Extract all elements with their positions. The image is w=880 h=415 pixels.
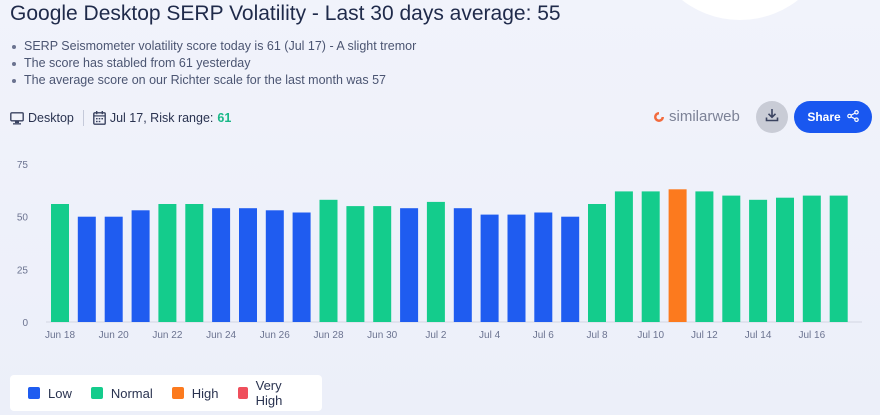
bar-jun-24[interactable] <box>212 208 231 322</box>
x-tick-label: Jun 22 <box>152 330 182 341</box>
y-tick-label: 75 <box>17 160 29 171</box>
legend-swatch-normal <box>90 387 103 399</box>
share-label: Share <box>807 110 841 124</box>
summary-item: The score has stabled from 61 yesterday <box>12 55 416 72</box>
download-icon <box>764 107 780 128</box>
x-tick-label: Jul 12 <box>691 330 718 341</box>
toolbar-divider <box>82 110 84 126</box>
summary-list: SERP Seismometer volatility score today … <box>12 38 416 89</box>
brand-name: similarweb <box>669 108 740 125</box>
bar-jul-9[interactable] <box>614 191 633 322</box>
summary-item: The average score on our Richter scale f… <box>12 72 416 89</box>
bar-jun-27[interactable] <box>292 212 311 323</box>
similarweb-logo: similarweb <box>653 108 740 125</box>
bar-jul-11[interactable] <box>668 189 687 322</box>
x-tick-label: Jul 16 <box>798 330 825 341</box>
page-title: Google Desktop SERP Volatility - Last 30… <box>10 2 561 25</box>
legend-swatch-high <box>171 387 184 399</box>
share-button[interactable]: Share <box>794 101 872 133</box>
legend-item-very-high[interactable]: Very High <box>237 378 303 408</box>
bar-jun-23[interactable] <box>185 204 204 322</box>
bar-jul-16[interactable] <box>802 195 821 322</box>
device-label[interactable]: Desktop <box>28 111 74 125</box>
bar-jun-29[interactable] <box>346 206 365 322</box>
bar-jul-15[interactable] <box>776 197 794 322</box>
monitor-icon <box>10 111 24 125</box>
bar-jul-5[interactable] <box>507 214 526 322</box>
volatility-bar-chart: 0 25 50 75 Jun 18 Jun 20 Jun 22 Jun 24 Jun 26 Jun… <box>17 160 862 341</box>
similarweb-logo-icon <box>653 111 665 123</box>
bar-jul-17[interactable] <box>829 195 848 322</box>
bar-jul-13[interactable] <box>722 195 741 322</box>
bar-jun-20[interactable] <box>104 216 123 322</box>
legend-swatch-very-high <box>237 387 248 399</box>
x-tick-label: Jun 28 <box>313 330 343 341</box>
bar-jul-3[interactable] <box>453 208 472 322</box>
summary-item: SERP Seismometer volatility score today … <box>12 38 416 55</box>
bar-jun-18[interactable] <box>51 204 69 322</box>
risk-value: 61 <box>217 111 232 125</box>
x-tick-label: Jun 20 <box>99 330 129 341</box>
bar-jun-21[interactable] <box>131 210 150 322</box>
bar-jul-6[interactable] <box>534 212 553 323</box>
y-tick-label: 0 <box>22 318 28 329</box>
calendar-icon <box>92 111 106 125</box>
bar-jun-26[interactable] <box>265 210 284 322</box>
x-tick-label: Jul 10 <box>637 330 664 341</box>
x-tick-label: Jun 26 <box>260 330 290 341</box>
bar-jul-8[interactable] <box>588 204 606 322</box>
x-tick-label: Jul 14 <box>745 330 772 341</box>
bar-jul-10[interactable] <box>641 191 660 322</box>
x-tick-label: Jul 6 <box>533 330 555 341</box>
x-tick-label: Jul 8 <box>586 330 608 341</box>
bar-jun-30[interactable] <box>373 206 392 322</box>
legend-label-very-high: Very High <box>255 378 283 408</box>
legend-item-high[interactable]: High <box>171 385 219 401</box>
legend-item-low[interactable]: Low <box>28 386 72 401</box>
y-tick-label: 25 <box>17 265 29 276</box>
x-tick-label: Jun 30 <box>367 330 397 341</box>
legend-label-low: Low <box>48 385 72 401</box>
bar-jul-7[interactable] <box>561 216 580 322</box>
bar-jul-1[interactable] <box>400 208 419 322</box>
bar-jun-28[interactable] <box>319 199 338 322</box>
legend-label-normal: Normal <box>110 385 153 401</box>
y-tick-label: 50 <box>17 213 29 224</box>
bar-jun-25[interactable] <box>239 208 257 322</box>
bar-jul-14[interactable] <box>749 199 768 322</box>
share-icon <box>846 109 859 125</box>
decorative-circle <box>650 0 830 20</box>
chart-toolbar: Desktop Jul 17, Risk range: 61 <box>10 108 231 128</box>
date-label[interactable]: Jul 17, Risk range: <box>109 111 214 125</box>
x-tick-label: Jun 18 <box>45 330 75 341</box>
bar-jun-19[interactable] <box>77 216 96 322</box>
bar-jul-4[interactable] <box>480 214 499 322</box>
chart-legend: Low Normal High Very High <box>10 375 322 411</box>
legend-swatch-low <box>28 387 40 399</box>
legend-label-high: High <box>191 385 219 401</box>
download-button[interactable] <box>756 101 788 133</box>
bar-jul-12[interactable] <box>695 191 714 322</box>
x-tick-label: Jul 2 <box>425 330 447 341</box>
bar-jun-22[interactable] <box>158 204 177 322</box>
legend-item-normal[interactable]: Normal <box>90 385 153 401</box>
x-tick-label: Jul 4 <box>479 330 501 341</box>
bar-jul-2[interactable] <box>426 201 445 322</box>
x-tick-label: Jun 24 <box>206 330 236 341</box>
